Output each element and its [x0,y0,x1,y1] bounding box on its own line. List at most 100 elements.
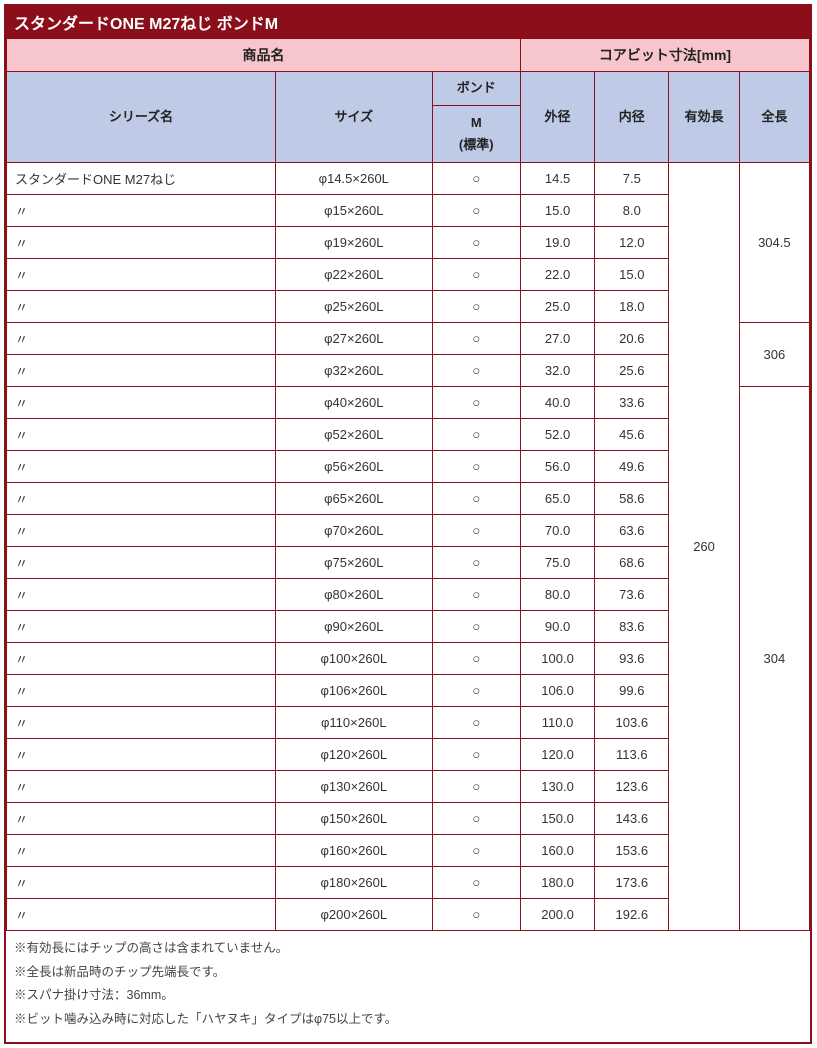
cell-bond: ○ [432,258,520,290]
cell-outer: 19.0 [520,226,594,258]
cell-series: 〃 [7,770,276,802]
cell-inner: 49.6 [595,450,669,482]
cell-series: 〃 [7,482,276,514]
cell-inner: 15.0 [595,258,669,290]
cell-size: φ130×260L [276,770,433,802]
cell-inner: 113.6 [595,738,669,770]
cell-bond: ○ [432,898,520,930]
cell-bond: ○ [432,834,520,866]
cell-outer: 130.0 [520,770,594,802]
table-row: スタンダードONE M27ねじφ14.5×260L○14.57.5260304.… [7,162,810,194]
cell-inner: 173.6 [595,866,669,898]
cell-bond: ○ [432,450,520,482]
cell-bond: ○ [432,706,520,738]
cell-bond: ○ [432,418,520,450]
cell-full-length: 306 [739,322,809,386]
cell-size: φ150×260L [276,802,433,834]
cell-outer: 56.0 [520,450,594,482]
cell-inner: 25.6 [595,354,669,386]
footnote-line: ※全長は新品時のチップ先端長です。 [14,961,802,985]
cell-inner: 58.6 [595,482,669,514]
table-body: スタンダードONE M27ねじφ14.5×260L○14.57.5260304.… [7,162,810,930]
cell-inner: 73.6 [595,578,669,610]
header-corebit-dim: コアビット寸法[mm] [520,39,809,72]
cell-effective-length: 260 [669,162,739,930]
cell-size: φ52×260L [276,418,433,450]
cell-full-length: 304.5 [739,162,809,322]
cell-series: 〃 [7,194,276,226]
cell-size: φ75×260L [276,546,433,578]
cell-bond: ○ [432,674,520,706]
cell-series: 〃 [7,514,276,546]
cell-size: φ19×260L [276,226,433,258]
cell-outer: 27.0 [520,322,594,354]
cell-outer: 160.0 [520,834,594,866]
cell-series: 〃 [7,610,276,642]
cell-outer: 80.0 [520,578,594,610]
cell-size: φ25×260L [276,290,433,322]
cell-size: φ27×260L [276,322,433,354]
cell-series: 〃 [7,226,276,258]
cell-outer: 90.0 [520,610,594,642]
cell-size: φ200×260L [276,898,433,930]
cell-inner: 68.6 [595,546,669,578]
cell-outer: 40.0 [520,386,594,418]
cell-series: 〃 [7,802,276,834]
cell-size: φ180×260L [276,866,433,898]
header-outer: 外径 [520,72,594,163]
cell-outer: 65.0 [520,482,594,514]
table-header: 商品名 コアビット寸法[mm] シリーズ名 サイズ ボンド 外径 内径 有効長 … [7,39,810,163]
header-size: サイズ [276,72,433,163]
header-bond-top: ボンド [432,72,520,106]
cell-size: φ160×260L [276,834,433,866]
cell-inner: 103.6 [595,706,669,738]
header-eff: 有効長 [669,72,739,163]
cell-series: 〃 [7,674,276,706]
cell-inner: 33.6 [595,386,669,418]
cell-inner: 143.6 [595,802,669,834]
cell-outer: 32.0 [520,354,594,386]
header-series: シリーズ名 [7,72,276,163]
cell-bond: ○ [432,514,520,546]
spec-table: 商品名 コアビット寸法[mm] シリーズ名 サイズ ボンド 外径 内径 有効長 … [6,38,810,931]
cell-bond: ○ [432,770,520,802]
cell-outer: 52.0 [520,418,594,450]
cell-bond: ○ [432,290,520,322]
cell-bond: ○ [432,642,520,674]
cell-bond: ○ [432,354,520,386]
cell-series: 〃 [7,578,276,610]
cell-outer: 110.0 [520,706,594,738]
table-title: スタンダードONE M27ねじ ボンドM [6,6,810,38]
cell-series: 〃 [7,418,276,450]
cell-bond: ○ [432,482,520,514]
cell-outer: 70.0 [520,514,594,546]
cell-series: 〃 [7,290,276,322]
cell-bond: ○ [432,610,520,642]
cell-series: 〃 [7,354,276,386]
cell-inner: 123.6 [595,770,669,802]
cell-size: φ90×260L [276,610,433,642]
cell-inner: 153.6 [595,834,669,866]
header-inner: 内径 [595,72,669,163]
cell-size: φ70×260L [276,514,433,546]
cell-bond: ○ [432,162,520,194]
cell-size: φ15×260L [276,194,433,226]
cell-inner: 7.5 [595,162,669,194]
cell-inner: 93.6 [595,642,669,674]
cell-inner: 18.0 [595,290,669,322]
cell-outer: 180.0 [520,866,594,898]
cell-size: φ106×260L [276,674,433,706]
cell-series: 〃 [7,866,276,898]
cell-outer: 200.0 [520,898,594,930]
cell-bond: ○ [432,802,520,834]
cell-size: φ22×260L [276,258,433,290]
cell-outer: 25.0 [520,290,594,322]
cell-inner: 99.6 [595,674,669,706]
cell-outer: 150.0 [520,802,594,834]
cell-series: 〃 [7,898,276,930]
cell-inner: 12.0 [595,226,669,258]
cell-series: 〃 [7,546,276,578]
cell-size: φ56×260L [276,450,433,482]
cell-size: φ80×260L [276,578,433,610]
cell-bond: ○ [432,322,520,354]
